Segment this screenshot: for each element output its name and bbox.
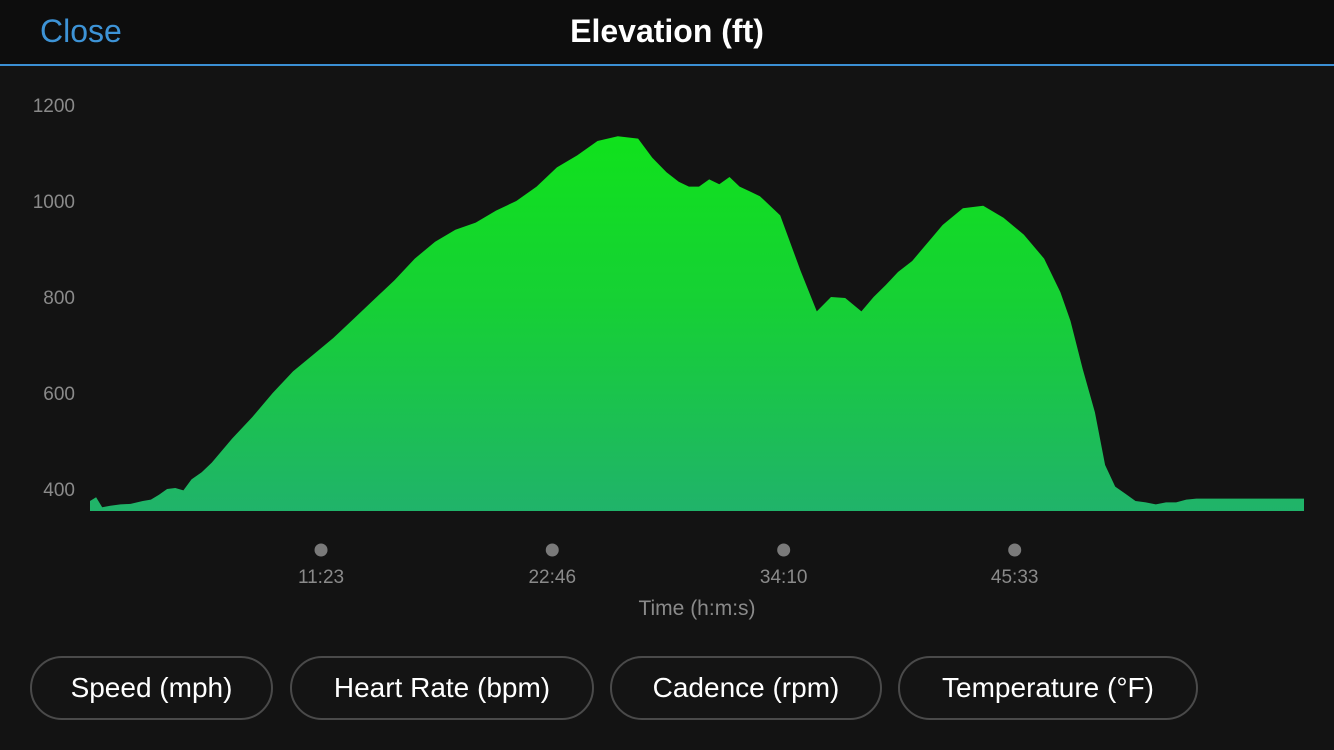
x-tick-dot [314, 543, 328, 557]
close-button[interactable]: Close [40, 13, 122, 49]
y-tick-label: 800 [43, 288, 75, 309]
heart-rate-button[interactable]: Heart Rate (bpm) [290, 656, 594, 720]
speed-button[interactable]: Speed (mph) [30, 656, 273, 720]
y-tick-label: 1200 [33, 96, 75, 117]
x-tick-label: 34:10 [760, 567, 808, 588]
elevation-area [90, 136, 1304, 511]
y-tick-label: 400 [43, 480, 75, 501]
temperature-button[interactable]: Temperature (°F) [898, 656, 1198, 720]
y-tick-label: 1000 [33, 192, 75, 213]
y-axis-ticks: 400 600 800 1000 1200 [33, 96, 75, 501]
top-bar: Close Elevation (ft) [0, 0, 1334, 66]
x-tick-dot [1008, 543, 1022, 557]
metric-buttons: Speed (mph) Heart Rate (bpm) Cadence (rp… [0, 656, 1334, 724]
x-axis-label: Time (h:m:s) [638, 597, 755, 620]
cadence-button[interactable]: Cadence (rpm) [610, 656, 882, 720]
page-title: Elevation (ft) [570, 13, 764, 49]
x-axis-ticks: 11:23 22:46 34:10 45:33 [298, 543, 1039, 588]
x-tick-label: 45:33 [991, 567, 1039, 588]
x-tick-dot [777, 543, 791, 557]
x-tick-dot [545, 543, 559, 557]
x-tick-label: 11:23 [298, 567, 344, 588]
x-tick-label: 22:46 [528, 567, 576, 588]
elevation-chart: 400 600 800 1000 1200 11:23 22:46 34:10 45:33 T… [33, 96, 1304, 620]
y-tick-label: 600 [43, 384, 75, 405]
